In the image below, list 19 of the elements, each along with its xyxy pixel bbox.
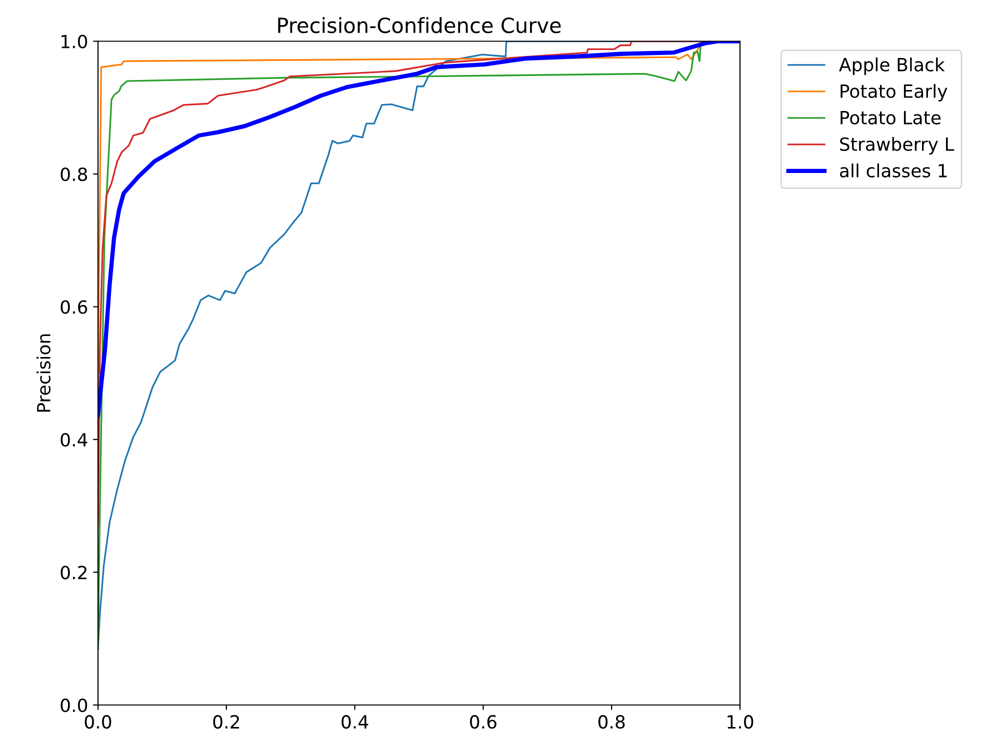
legend-label: Potato Late xyxy=(840,111,941,124)
legend-label: all classes 1 xyxy=(840,164,947,178)
x-tick-label: 1.0 xyxy=(728,715,754,729)
legend-label: Strawberry L xyxy=(840,137,954,154)
chart-title: Precision-Confidence Curve xyxy=(278,17,561,34)
x-tick-label: 0.8 xyxy=(598,715,625,729)
y-tick-label: 1.0 xyxy=(62,34,88,48)
x-tick-label: 0.0 xyxy=(84,715,112,729)
x-tick-label: 0.4 xyxy=(342,715,368,729)
legend-label: Apple Black xyxy=(839,58,945,75)
x-tick-label: 0.2 xyxy=(213,715,239,729)
y-tick-label: 0.0 xyxy=(60,698,88,712)
y-tick-label: 0.2 xyxy=(60,566,86,580)
legend-label: Potato Early xyxy=(840,84,948,102)
y-tick-label: 0.6 xyxy=(60,300,88,314)
y-tick-label: 0.8 xyxy=(60,167,88,182)
x-tick-label: 0.6 xyxy=(470,715,496,729)
y-axis-title: Precision xyxy=(36,334,51,412)
y-tick-label: 0.4 xyxy=(60,432,88,447)
